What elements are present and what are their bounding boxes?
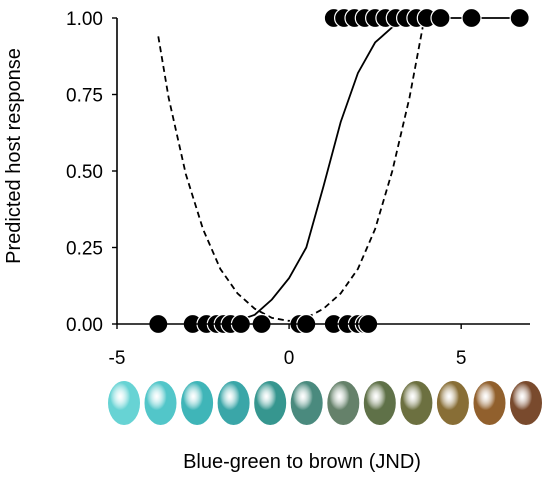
y-tick-label: 0.75 [66,86,103,107]
data-point-accepted [461,7,482,29]
line-layer [157,17,520,325]
x-tick-label: 0 [284,348,295,369]
egg-swatch [254,381,287,425]
data-point-accepted [430,7,451,29]
data-point-accepted [509,7,530,29]
dashed-fit-line [157,23,425,322]
points-layer [148,7,530,335]
egg-swatch [108,381,140,425]
egg-swatch [473,381,506,425]
plot-layer [148,7,530,335]
egg-swatch [327,381,360,425]
x-axis-ticks: -5 0 5 [109,324,467,369]
egg-swatch [363,381,396,425]
y-axis-ticks: 0.00 0.25 0.50 0.75 1.00 [66,9,117,336]
y-tick-label: 1.00 [66,9,103,30]
solid-fit-line [226,17,520,325]
y-axis-label: Predicted host response [3,48,25,264]
y-tick-label: 0.00 [66,315,103,336]
x-axis-label: Blue-green to brown (JND) [183,451,421,473]
egg-swatch [436,381,469,425]
y-tick-label: 0.25 [66,239,103,260]
y-tick-label: 0.50 [66,162,103,183]
x-tick-label: -5 [109,348,126,369]
egg-swatch [217,381,250,425]
x-tick-label: 5 [456,348,467,369]
egg-swatch [290,381,323,425]
egg-swatch [181,381,214,425]
egg-swatch [510,381,542,425]
egg-swatch [400,381,433,425]
egg-color-strip [108,381,542,425]
egg-swatch [144,381,177,425]
